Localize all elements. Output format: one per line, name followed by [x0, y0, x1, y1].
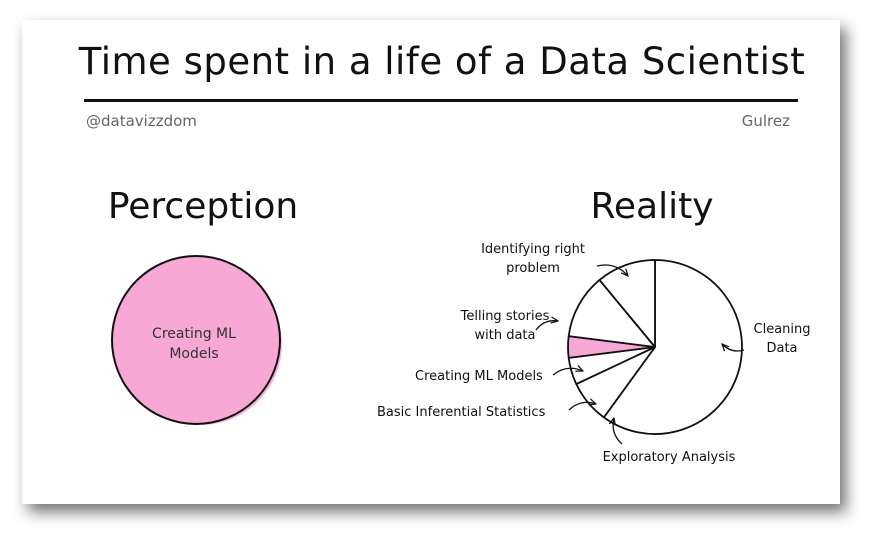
reality-arrow-2	[568, 402, 596, 411]
reality-label-5: Identifying right problem	[481, 242, 585, 276]
reality-label-4-line1: with data	[475, 328, 536, 343]
reality-arrow-0	[722, 344, 745, 352]
author-name: Gulrez	[741, 112, 790, 130]
perception-slice-label-line2: Models	[169, 346, 218, 362]
reality-label-1: Exploratory Analysis	[603, 450, 736, 465]
reality-label-4-line0: Telling stories	[460, 309, 550, 324]
reality-title: Reality	[590, 186, 713, 227]
perception-slice	[111, 255, 281, 425]
reality-arrow-3	[552, 368, 583, 376]
reality-label-5-line0: Identifying right	[481, 242, 585, 257]
page-title: Time spent in a life of a Data Scientist	[78, 40, 806, 83]
reality-slice-5	[598, 259, 656, 348]
reality-label-2: Basic Inferential Statistics	[377, 405, 546, 420]
reality-slice-4	[567, 279, 656, 348]
perception-slice-label-line1: Creating ML	[152, 326, 236, 342]
perception-pie	[111, 255, 282, 425]
reality-labels: Cleaning Data Exploratory Analysis Basic In…	[377, 242, 811, 465]
perception-title: Perception	[108, 186, 298, 227]
reality-arrow-1	[613, 418, 623, 445]
reality-pie	[567, 259, 743, 435]
reality-arrow-5	[596, 264, 628, 276]
reality-label-0: Cleaning Data	[754, 322, 811, 356]
reality-label-3: Creating ML Models	[415, 369, 543, 384]
reality-label-0-line1: Data	[766, 341, 797, 356]
reality-label-5-line1: problem	[506, 261, 560, 276]
reality-arrow-4	[535, 321, 558, 331]
reality-label-4: Telling stories with data	[460, 309, 550, 343]
title-divider	[84, 99, 798, 102]
reality-slice-0	[602, 259, 743, 435]
author-handle: @datavizzdom	[86, 112, 197, 130]
reality-label-0-line0: Cleaning	[754, 322, 811, 337]
